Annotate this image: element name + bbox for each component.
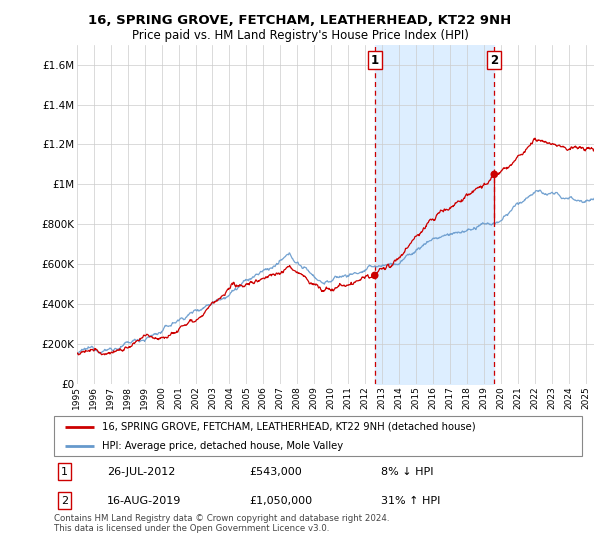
Text: 1: 1 (61, 467, 68, 477)
Text: 31% ↑ HPI: 31% ↑ HPI (382, 496, 441, 506)
Text: Price paid vs. HM Land Registry's House Price Index (HPI): Price paid vs. HM Land Registry's House … (131, 29, 469, 42)
Text: 16-AUG-2019: 16-AUG-2019 (107, 496, 181, 506)
Point (490, 170, 499, 179)
Point (370, 271, 380, 280)
Text: 16, SPRING GROVE, FETCHAM, LEATHERHEAD, KT22 9NH: 16, SPRING GROVE, FETCHAM, LEATHERHEAD, … (88, 14, 512, 27)
Text: 2: 2 (490, 54, 499, 67)
FancyBboxPatch shape (54, 416, 582, 456)
Text: 8% ↓ HPI: 8% ↓ HPI (382, 467, 434, 477)
Text: 2: 2 (61, 496, 68, 506)
Text: 26-JUL-2012: 26-JUL-2012 (107, 467, 175, 477)
Text: £1,050,000: £1,050,000 (250, 496, 313, 506)
Text: 16, SPRING GROVE, FETCHAM, LEATHERHEAD, KT22 9NH (detached house): 16, SPRING GROVE, FETCHAM, LEATHERHEAD, … (101, 422, 475, 432)
Text: HPI: Average price, detached house, Mole Valley: HPI: Average price, detached house, Mole… (101, 441, 343, 450)
Text: £543,000: £543,000 (250, 467, 302, 477)
Text: Contains HM Land Registry data © Crown copyright and database right 2024.
This d: Contains HM Land Registry data © Crown c… (54, 514, 389, 534)
Text: 1: 1 (371, 54, 379, 67)
